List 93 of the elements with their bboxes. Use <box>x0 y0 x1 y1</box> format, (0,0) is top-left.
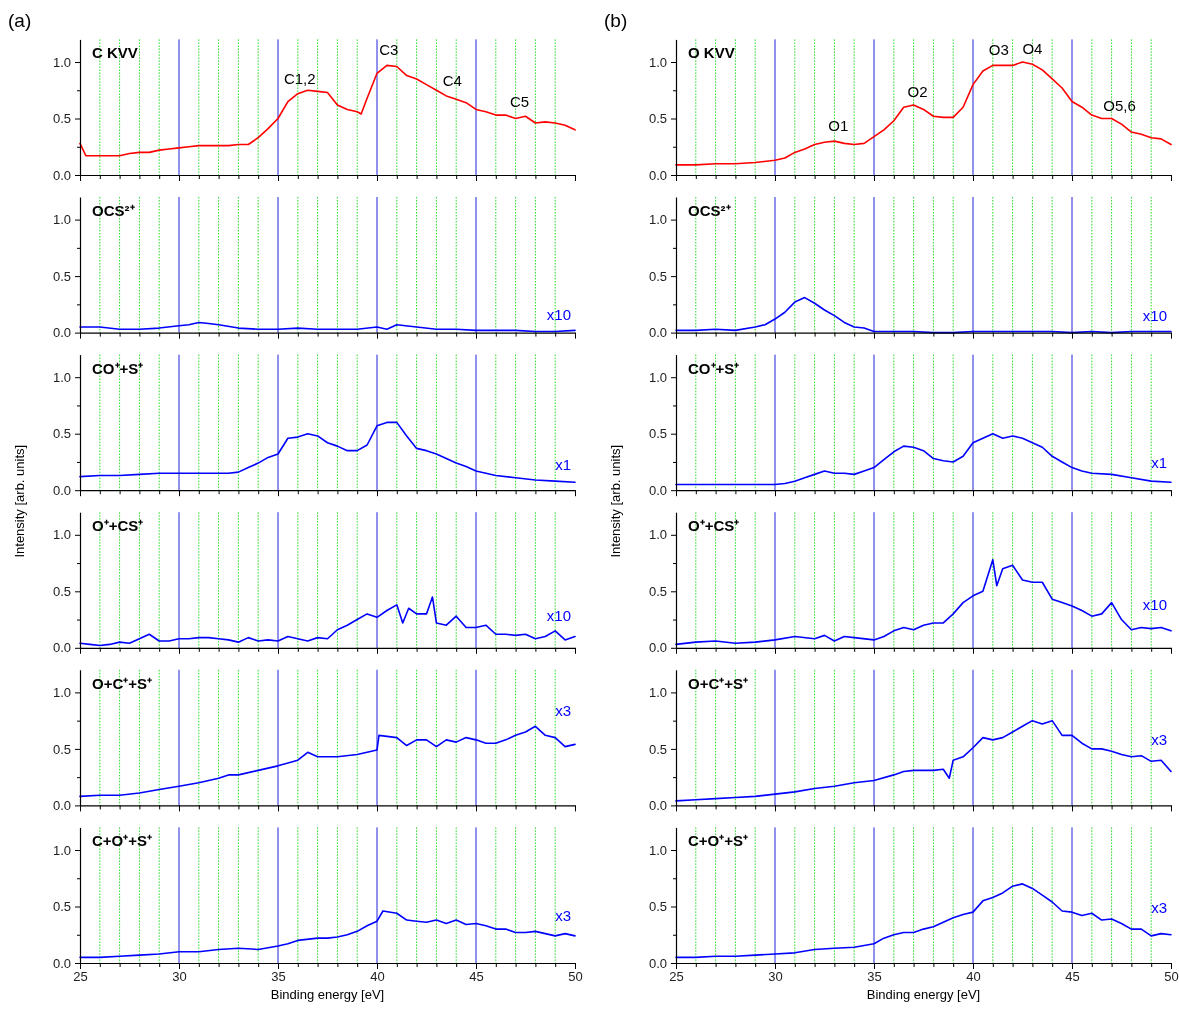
line-series <box>79 421 576 484</box>
y-tick-label: 0.0 <box>648 167 667 183</box>
annotation: x10 <box>546 306 571 324</box>
y-tick-label: 0.0 <box>648 325 667 341</box>
y-tick-label: 0.0 <box>52 325 71 341</box>
annotation: O5,6 <box>1103 96 1136 114</box>
y-tick-label: 0.0 <box>52 798 71 814</box>
chart-title: CO⁺+S⁺ <box>688 359 740 377</box>
y-tick-label: 1.0 <box>648 54 667 70</box>
y-tick-label: 1.0 <box>52 685 71 701</box>
annotation: x1 <box>555 456 571 474</box>
y-tick-label: 0.5 <box>648 111 667 127</box>
y-tick-label: 0.5 <box>648 268 667 284</box>
annotation: C1,2 <box>283 69 316 87</box>
chart-title: CO⁺+S⁺ <box>92 359 144 377</box>
y-axis-title: Intensity [arb. units] <box>608 444 623 558</box>
x-tick-label: 30 <box>768 969 783 985</box>
x-tick-label: 35 <box>271 969 286 985</box>
line-series <box>79 64 576 157</box>
x-axis-title: Binding energy [eV] <box>270 987 385 1002</box>
y-tick-label: 0.5 <box>648 583 667 599</box>
chart-title: OCS²⁺ <box>92 202 135 219</box>
x-tick-label: 40 <box>370 969 385 985</box>
y-tick-label: 0.5 <box>648 426 667 442</box>
x-tick-label: 45 <box>1065 969 1080 985</box>
y-tick-label: 0.0 <box>648 640 667 656</box>
x-tick-label: 30 <box>172 969 187 985</box>
y-tick-label: 0.5 <box>648 741 667 757</box>
line-series <box>675 432 1172 486</box>
y-tick-label: 1.0 <box>648 369 667 385</box>
x-tick-label: 50 <box>568 969 583 985</box>
annotation: x10 <box>1142 595 1167 613</box>
annotation: x3 <box>1151 899 1167 917</box>
y-tick-label: 0.5 <box>648 899 667 915</box>
x-tick-label: 35 <box>867 969 882 985</box>
annotation: x3 <box>555 907 571 925</box>
y-tick-label: 1.0 <box>648 527 667 543</box>
x-tick-label: 45 <box>469 969 484 985</box>
x-axis-title: Binding energy [eV] <box>866 987 981 1002</box>
annotation: C4 <box>442 71 462 89</box>
y-tick-label: 1.0 <box>648 212 667 228</box>
chart-title: C+O⁺+S⁺ <box>92 832 153 850</box>
y-tick-label: 0.0 <box>52 167 71 183</box>
annotation: O1 <box>828 117 849 135</box>
x-tick-label: 25 <box>73 969 88 985</box>
x-tick-label: 25 <box>669 969 684 985</box>
y-tick-label: 1.0 <box>52 369 71 385</box>
chart-title: C KVV <box>92 44 138 62</box>
line-series <box>675 883 1172 959</box>
y-tick-label: 1.0 <box>648 685 667 701</box>
y-tick-label: 0.0 <box>52 955 71 971</box>
y-tick-label: 1.0 <box>648 842 667 858</box>
y-tick-label: 0.0 <box>648 955 667 971</box>
line-series <box>675 719 1172 802</box>
annotation: x10 <box>546 606 571 624</box>
y-tick-label: 0.5 <box>52 111 71 127</box>
line-series <box>79 910 576 959</box>
y-tick-label: 1.0 <box>52 527 71 543</box>
y-tick-label: 0.0 <box>52 482 71 498</box>
chart-subtitle: (b) <box>604 10 628 32</box>
annotation: O4 <box>1022 40 1043 58</box>
y-tick-label: 0.5 <box>52 583 71 599</box>
chart-title: O+C⁺+S⁺ <box>688 674 749 692</box>
x-tick-label: 50 <box>1164 969 1179 985</box>
annotation: O2 <box>907 83 928 101</box>
line-series <box>675 61 1172 166</box>
y-tick-label: 1.0 <box>52 212 71 228</box>
y-tick-label: 0.0 <box>648 482 667 498</box>
annotation: C5 <box>509 93 530 111</box>
y-tick-label: 1.0 <box>52 842 71 858</box>
annotation: x1 <box>1151 453 1167 471</box>
x-tick-label: 40 <box>966 969 981 985</box>
y-tick-label: 0.5 <box>52 899 71 915</box>
annotation: C3 <box>379 41 399 59</box>
chart-title: O+C⁺+S⁺ <box>92 674 153 692</box>
y-tick-label: 0.0 <box>648 798 667 814</box>
y-tick-label: 1.0 <box>52 54 71 70</box>
y-axis-title: Intensity [arb. units] <box>12 444 27 558</box>
y-tick-label: 0.5 <box>52 741 71 757</box>
y-tick-label: 0.0 <box>52 640 71 656</box>
chart-title: O⁺+CS⁺ <box>688 517 740 535</box>
annotation: x10 <box>1142 307 1167 325</box>
annotation: O3 <box>988 41 1009 59</box>
line-series <box>79 725 576 798</box>
annotation: x3 <box>555 702 571 720</box>
chart-title: O⁺+CS⁺ <box>92 517 144 535</box>
y-tick-label: 0.5 <box>52 268 71 284</box>
chart-title: OCS²⁺ <box>688 202 731 219</box>
annotation: x3 <box>1151 730 1167 748</box>
y-tick-label: 0.5 <box>52 426 71 442</box>
chart-title: O KVV <box>688 44 735 62</box>
chart-subtitle: (a) <box>8 10 32 32</box>
chart-title: C+O⁺+S⁺ <box>688 832 749 850</box>
